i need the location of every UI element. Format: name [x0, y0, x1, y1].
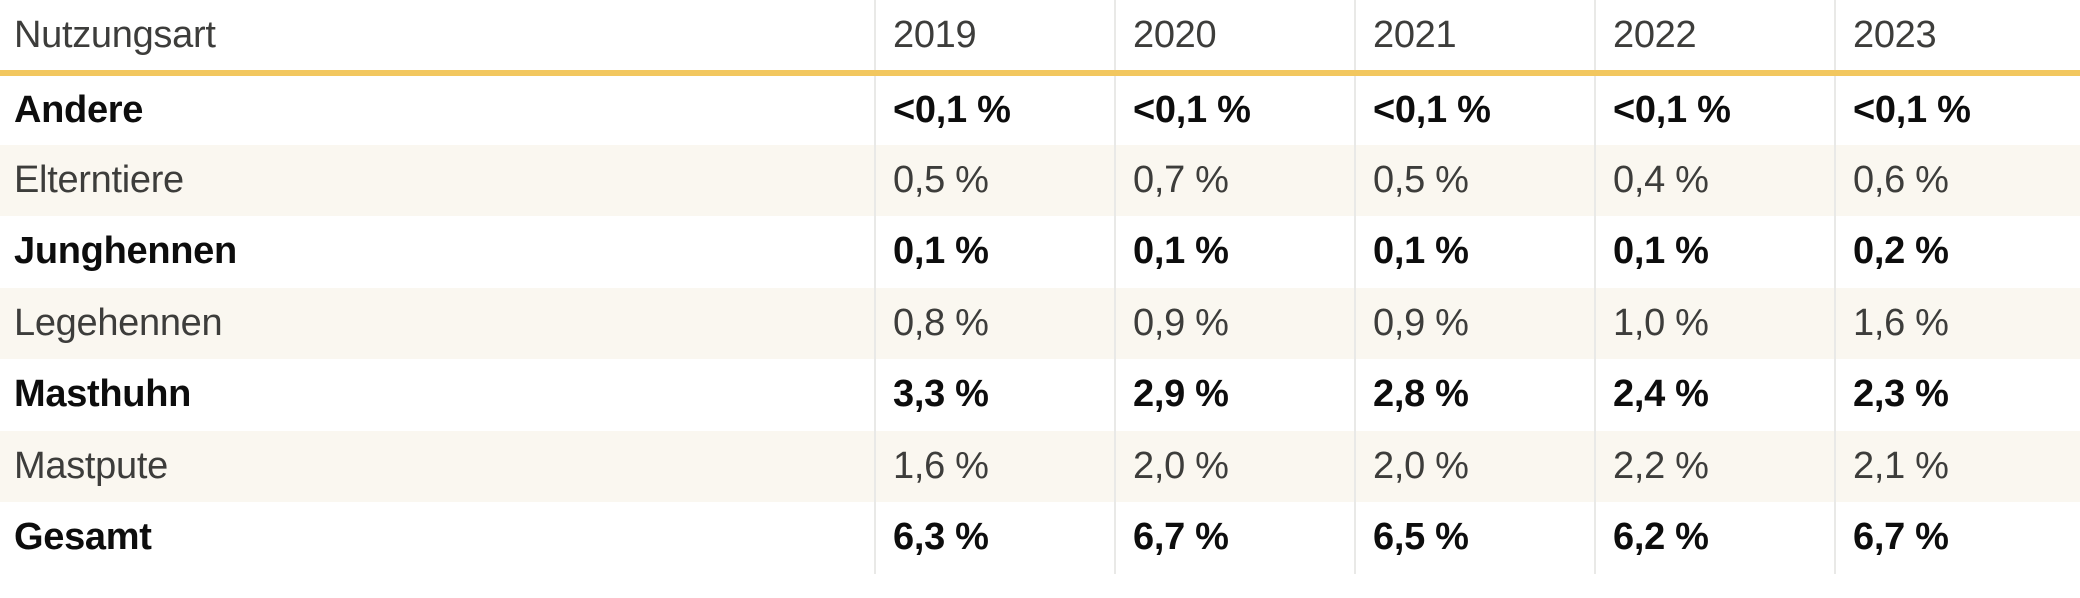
table-cell: 2,8 %	[1354, 359, 1595, 431]
table-cell: 0,5 %	[874, 144, 1115, 216]
column-header-2022: 2022	[1594, 0, 1835, 76]
table-cell: 0,7 %	[1114, 144, 1355, 216]
table-row-gesamt: Gesamt 6,3 % 6,7 % 6,5 % 6,2 % 6,7 %	[0, 502, 2080, 574]
table-cell: 2,4 %	[1594, 359, 1835, 431]
table-cell: 6,7 %	[1114, 502, 1355, 574]
table-cell: 0,5 %	[1354, 144, 1595, 216]
column-header-2019: 2019	[874, 0, 1115, 76]
table-cell: 1,6 %	[874, 430, 1115, 502]
row-label: Elterntiere	[14, 158, 184, 201]
table-row-legehennen: Legehennen 0,8 % 0,9 % 0,9 % 1,0 % 1,6 %	[0, 287, 2080, 359]
column-header-2021: 2021	[1354, 0, 1595, 76]
table-row-mastpute: Mastpute 1,6 % 2,0 % 2,0 % 2,2 % 2,1 %	[0, 430, 2080, 502]
table-cell: 0,9 %	[1354, 287, 1595, 359]
table-cell: 0,1 %	[1114, 216, 1355, 288]
table-cell: 2,3 %	[1834, 359, 2080, 431]
column-header-2020: 2020	[1114, 0, 1355, 76]
table-cell: 0,2 %	[1834, 216, 2080, 288]
table-cell: 1,6 %	[1834, 287, 2080, 359]
table-cell: 2,9 %	[1114, 359, 1355, 431]
table-cell: <0,1 %	[874, 73, 1115, 145]
table-cell: 0,9 %	[1114, 287, 1355, 359]
table-cell: <0,1 %	[1834, 73, 2080, 145]
table-cell: 0,6 %	[1834, 144, 2080, 216]
table-cell: 2,0 %	[1114, 430, 1355, 502]
table-cell: 0,8 %	[874, 287, 1115, 359]
row-label: Gesamt	[14, 516, 152, 559]
table-cell: 1,0 %	[1594, 287, 1835, 359]
table-cell: 6,3 %	[874, 502, 1115, 574]
table-cell: 2,0 %	[1354, 430, 1595, 502]
table-row-junghennen: Junghennen 0,1 % 0,1 % 0,1 % 0,1 % 0,2 %	[0, 216, 2080, 288]
column-header-2023: 2023	[1834, 0, 2080, 76]
table-cell: 6,5 %	[1354, 502, 1595, 574]
table-cell: <0,1 %	[1354, 73, 1595, 145]
table-cell: 2,1 %	[1834, 430, 2080, 502]
table-cell: 3,3 %	[874, 359, 1115, 431]
row-label: Masthuhn	[14, 373, 192, 416]
table-cell: 0,4 %	[1594, 144, 1835, 216]
table-cell: 0,1 %	[1594, 216, 1835, 288]
table-cell: <0,1 %	[1114, 73, 1355, 145]
column-header-nutzungsart: Nutzungsart	[0, 0, 875, 76]
header-row: Nutzungsart 2019 2020 2021 2022 2023	[0, 0, 2080, 76]
table-row-masthuhn: Masthuhn 3,3 % 2,9 % 2,8 % 2,4 % 2,3 %	[0, 359, 2080, 431]
row-label: Mastpute	[14, 444, 168, 487]
table-cell: 2,2 %	[1594, 430, 1835, 502]
table-cell: 6,2 %	[1594, 502, 1835, 574]
row-label: Andere	[14, 88, 144, 131]
row-label: Junghennen	[14, 230, 237, 273]
table-row-andere: Andere <0,1 % <0,1 % <0,1 % <0,1 % <0,1 …	[0, 73, 2080, 145]
table-row-elterntiere: Elterntiere 0,5 % 0,7 % 0,5 % 0,4 % 0,6 …	[0, 144, 2080, 216]
row-label: Legehennen	[14, 301, 223, 344]
usage-share-table: Nutzungsart 2019 2020 2021 2022 2023 And…	[0, 0, 2080, 574]
table-cell: 0,1 %	[874, 216, 1115, 288]
table-cell: 6,7 %	[1834, 502, 2080, 574]
table-cell: <0,1 %	[1594, 73, 1835, 145]
table-cell: 0,1 %	[1354, 216, 1595, 288]
